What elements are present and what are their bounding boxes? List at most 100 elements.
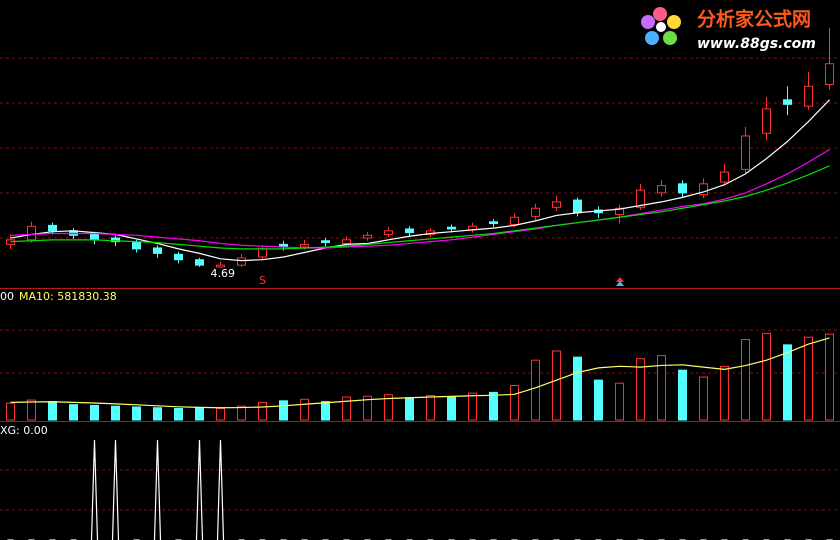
volume-bar [111, 405, 120, 421]
logo-petal [663, 31, 677, 45]
signal-icon [616, 281, 624, 286]
volume-bar [699, 376, 708, 421]
volume-ma-label: MA10: 581830.38 [19, 290, 117, 303]
volume-bar [615, 382, 624, 421]
candle-body [510, 216, 519, 225]
volume-ma-line [10, 337, 830, 409]
logo: 分析家公式网 www.88gs.com [641, 7, 816, 52]
candle-body [552, 201, 561, 208]
signal-icon [616, 277, 624, 282]
logo-url: www.88gs.com [697, 36, 816, 52]
volume-bar [447, 396, 456, 421]
candle-body [48, 224, 57, 232]
candle-body [195, 259, 204, 266]
volume-bar [531, 359, 540, 421]
volume-bar [426, 394, 435, 421]
volume-bar [195, 407, 204, 421]
logo-petal [645, 31, 659, 45]
volume-bar [510, 385, 519, 421]
volume-bar [300, 398, 309, 421]
candle-body [825, 63, 834, 85]
candle-body [258, 248, 267, 258]
candle-body [531, 207, 540, 217]
volume-bar [258, 401, 267, 421]
ma-line [10, 149, 830, 249]
candle-body [27, 225, 36, 241]
candle-body [636, 189, 645, 208]
candle-body [174, 253, 183, 261]
volume-bar [48, 401, 57, 421]
volume-bar [783, 344, 792, 421]
logo-petal [653, 7, 667, 21]
candle-body [615, 207, 624, 216]
candle-body [384, 230, 393, 235]
ma-line [10, 99, 830, 262]
volume-bar [720, 365, 729, 421]
volume-bar [237, 405, 246, 421]
candle-body [6, 239, 15, 245]
marker-icon [616, 277, 624, 286]
candle-body [678, 183, 687, 194]
logo-center [656, 22, 666, 32]
candle-body [804, 85, 813, 107]
volume-bar [489, 391, 498, 421]
candle-body [237, 257, 246, 266]
candle-body [132, 242, 141, 250]
volume-bar [636, 358, 645, 421]
candle-body [90, 233, 99, 241]
candle-body [762, 108, 771, 134]
candle-body [720, 171, 729, 183]
volume-bar [804, 336, 813, 421]
volume-bar [657, 355, 666, 421]
candle-body [300, 243, 309, 248]
volume-header: 00 [0, 290, 14, 303]
volume-bar [552, 350, 561, 421]
volume-bar [573, 356, 582, 421]
grid [0, 57, 840, 511]
volume-bar [678, 369, 687, 421]
candle-body [153, 247, 162, 254]
candle-body [573, 199, 582, 214]
volume-bar [174, 408, 183, 421]
candle-body [342, 239, 351, 244]
volume-bar [321, 401, 330, 421]
candle-body [783, 99, 792, 105]
volume-bar [153, 407, 162, 421]
xg-spike [195, 439, 204, 540]
volume-bar [384, 394, 393, 421]
volume-bar [69, 404, 78, 421]
volume-bar [27, 399, 36, 421]
candle-body [741, 135, 750, 170]
volume-bar [405, 397, 414, 421]
volume-bar [594, 379, 603, 421]
logo-title: 分析家公式网 [697, 8, 811, 31]
low-annotation: 4.69 [211, 267, 236, 280]
candle-body [489, 221, 498, 225]
candle-body [111, 237, 120, 243]
volume-bar [90, 404, 99, 421]
volume-bar [342, 396, 351, 421]
candle-body [447, 226, 456, 230]
ma-line [10, 165, 830, 250]
logo-petal [667, 15, 681, 29]
volume-bar [132, 406, 141, 421]
signal-label: S [259, 274, 266, 287]
volume-bar [216, 408, 225, 421]
xg-header: XG: 0.00 [0, 424, 48, 437]
volume-bar [363, 395, 372, 421]
volume-bar [6, 402, 15, 421]
xg-spike [153, 439, 162, 540]
logo-petal [641, 15, 655, 29]
volume-bar [468, 392, 477, 421]
xg-spike [90, 439, 99, 540]
volume-bar [741, 339, 750, 421]
candle-body [405, 228, 414, 234]
volume-bar [825, 333, 834, 421]
candle-body [216, 264, 225, 268]
candle-body [321, 240, 330, 244]
candle-body [363, 234, 372, 239]
volume-bar [279, 400, 288, 421]
